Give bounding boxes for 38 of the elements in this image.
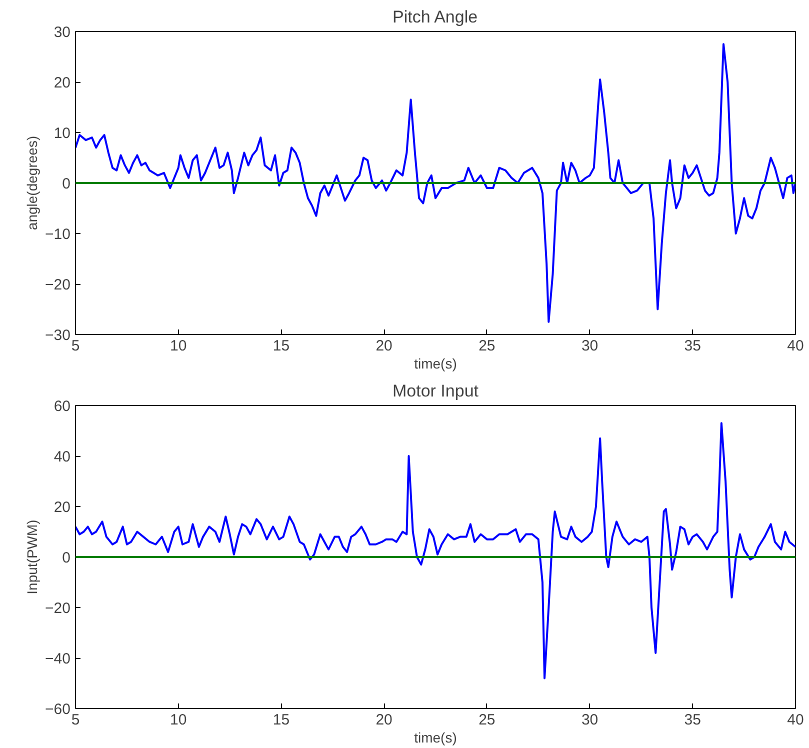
x-tick-label: 30 — [581, 338, 598, 354]
y-tick-label: −10 — [45, 226, 71, 243]
x-tick-label: 15 — [272, 338, 290, 354]
y-tick-label: 10 — [54, 125, 71, 142]
y-tick-label: 60 — [54, 398, 71, 415]
line-series — [76, 422, 796, 680]
y-tick-label: 20 — [54, 499, 71, 516]
y-tick-label: 0 — [62, 176, 70, 192]
x-tick-label: 20 — [376, 712, 392, 728]
y-tick-label: 20 — [54, 74, 71, 92]
y-axis-title: angle(degrees) — [24, 136, 40, 230]
x-tick-label: 5 — [71, 338, 80, 354]
x-tick-label: 5 — [71, 712, 80, 728]
x-axis-title: time(s) — [414, 356, 457, 372]
y-tick-label: 30 — [54, 24, 71, 41]
x-tick-label: 40 — [787, 712, 804, 728]
x-tick-label: 35 — [684, 712, 701, 728]
y-tick-label: −20 — [45, 600, 71, 617]
y-tick-label: −40 — [45, 650, 71, 668]
chart-title: Pitch Angle — [392, 8, 478, 26]
x-tick-label: 35 — [684, 338, 701, 354]
y-tick-label: −60 — [45, 701, 71, 718]
y-tick-label: −20 — [45, 276, 71, 294]
chart-title: Motor Input — [392, 382, 479, 400]
x-tick-label: 20 — [376, 338, 392, 354]
x-axis-title: time(s) — [414, 730, 457, 746]
y-tick-label: −30 — [45, 327, 71, 344]
x-tick-label: 15 — [272, 712, 290, 728]
x-tick-label: 30 — [581, 712, 598, 728]
x-tick-label: 25 — [478, 338, 496, 354]
x-tick-label: 10 — [170, 712, 187, 728]
line-series — [76, 43, 796, 323]
y-tick-label: 40 — [54, 448, 71, 466]
x-tick-label: 10 — [170, 338, 187, 354]
x-tick-label: 25 — [478, 712, 496, 728]
y-tick-label: 0 — [62, 550, 70, 566]
y-axis-title: Input(PWM) — [24, 520, 40, 594]
x-tick-label: 40 — [787, 338, 804, 354]
